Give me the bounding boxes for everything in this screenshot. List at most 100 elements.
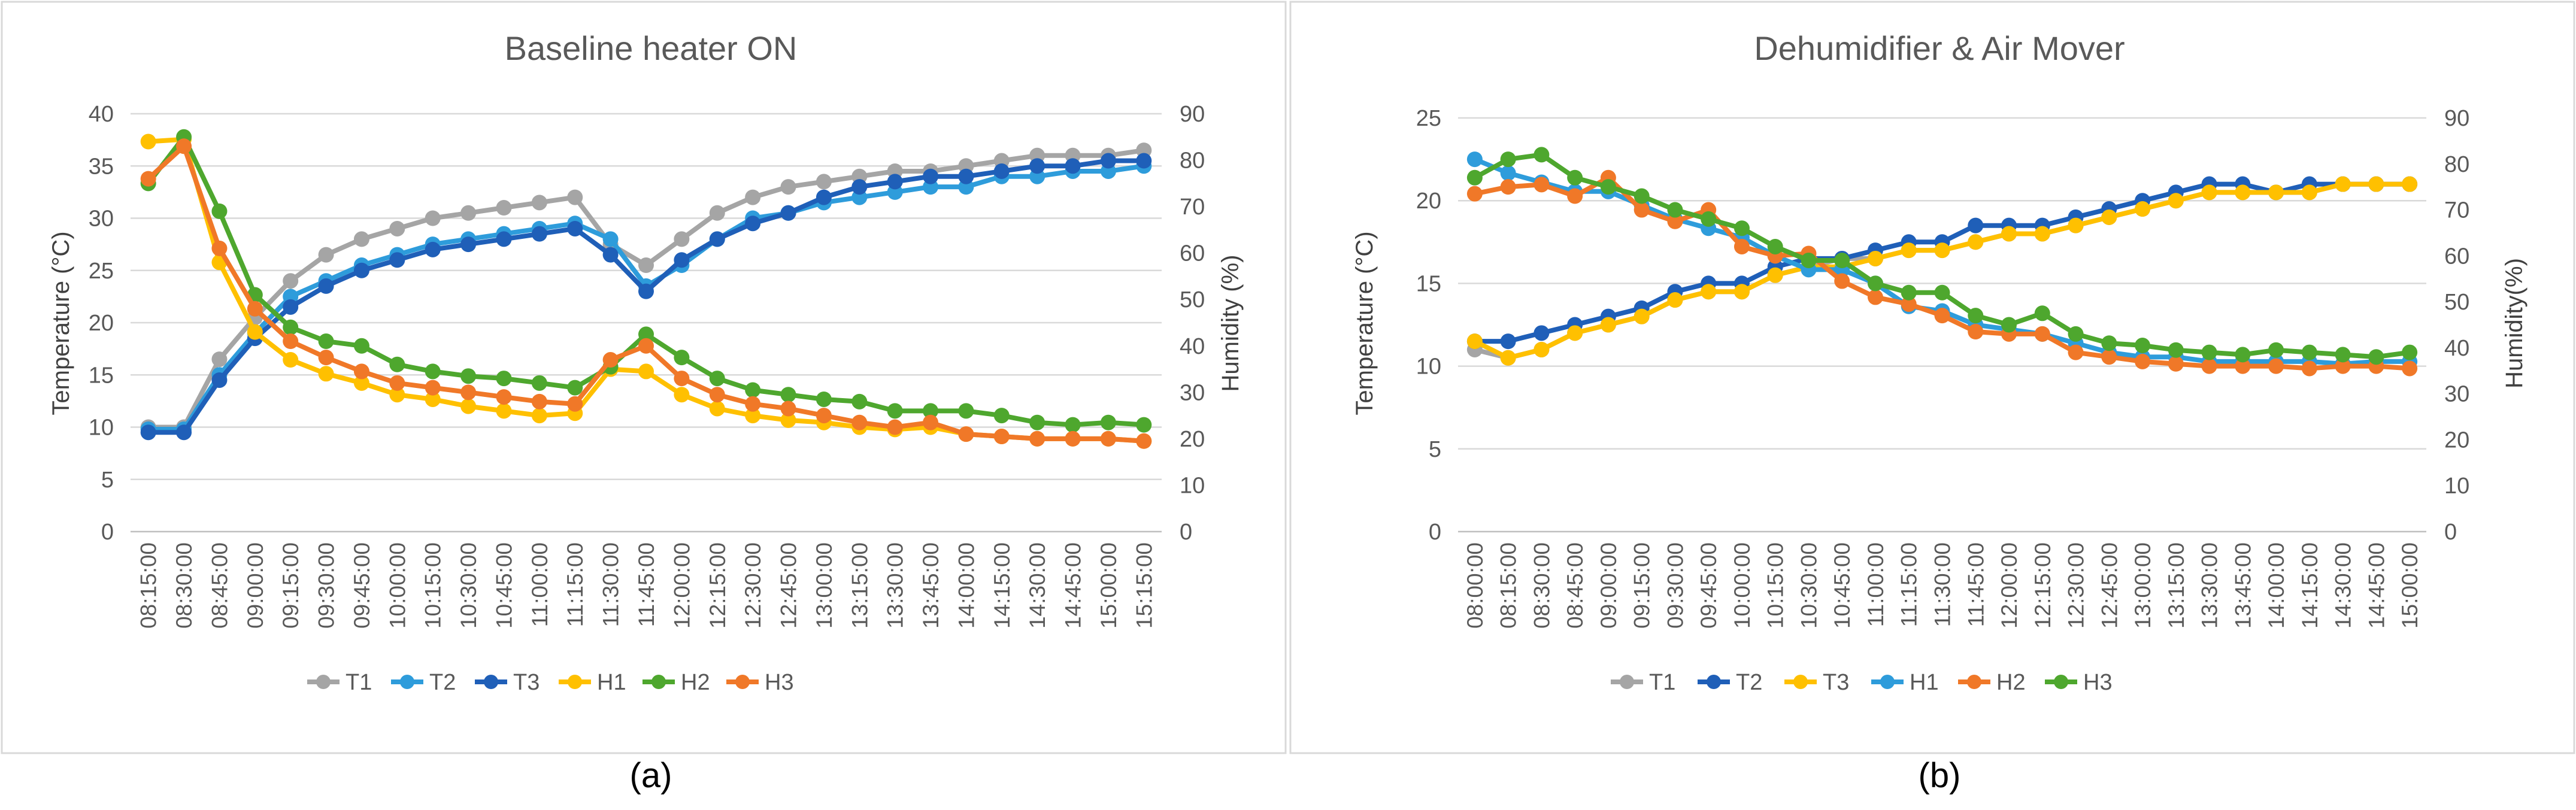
data-point-t3	[2235, 184, 2251, 201]
data-point-t1	[745, 189, 761, 205]
legend-label: H3	[765, 670, 794, 695]
legend-label: H1	[1910, 670, 1939, 695]
y2-tick-label: 10	[2444, 474, 2469, 499]
x-tick-label: 08:45:00	[1563, 542, 1587, 629]
x-tick-label: 09:00:00	[243, 542, 268, 629]
x-tick-label: 12:00:00	[1997, 542, 2022, 629]
legend-label: H2	[1996, 670, 2026, 695]
y-tick-label: 5	[101, 468, 114, 493]
data-point-h3	[2301, 344, 2317, 360]
x-tick-label: 13:00:00	[2130, 542, 2155, 629]
data-point-t1	[389, 220, 405, 236]
data-point-h3	[1500, 151, 1516, 168]
y2-tick-label: 80	[1180, 148, 1205, 174]
x-tick-label: 14:30:00	[2331, 542, 2356, 629]
data-point-h1	[780, 412, 796, 428]
x-tick-label: 10:15:00	[421, 542, 446, 629]
data-point-t3	[1600, 317, 1616, 333]
legend-label: T3	[1823, 670, 1849, 695]
data-point-t3	[709, 231, 725, 247]
x-tick-label: 08:45:00	[207, 542, 232, 629]
data-point-h3	[780, 401, 796, 417]
data-point-t3	[531, 226, 547, 242]
x-tick-label: 10:45:00	[492, 542, 516, 629]
data-point-t3	[318, 278, 334, 294]
data-point-h2	[2402, 360, 2418, 377]
dehumidifier-chart: 0 5 10 15 20 25 0 10 20 30 40 50 60 70 80 90 08:00:00 08:…	[1289, 1, 2575, 795]
legend-item-t2: T2	[391, 670, 456, 695]
data-point-h2	[993, 408, 1010, 424]
data-point-h3	[2335, 347, 2351, 363]
data-point-t3	[2101, 209, 2117, 225]
y2-tick-label: 60	[2444, 244, 2469, 269]
x-tick-label: 13:30:00	[883, 542, 908, 629]
y2-tick-label: 40	[2444, 336, 2469, 361]
x-tick-label: 13:45:00	[2230, 542, 2255, 629]
x-tick-label: 08:15:00	[137, 542, 161, 629]
data-point-h3	[283, 333, 299, 350]
y-tick-label: 30	[89, 207, 114, 232]
data-point-h2	[1734, 238, 1750, 254]
y2-tick-label: 20	[1180, 427, 1205, 452]
x-tick-label: 14:45:00	[1061, 542, 1086, 629]
data-point-h2	[1667, 213, 1683, 229]
data-point-h2	[460, 368, 477, 384]
x-tick-label: 12:30:00	[741, 542, 765, 629]
legend-label: H3	[2083, 670, 2113, 695]
data-point-h2	[816, 391, 832, 407]
legend-swatch-marker	[1620, 675, 1634, 689]
data-point-h2	[1100, 414, 1116, 430]
data-point-h3	[1600, 179, 1616, 195]
data-point-h1	[460, 398, 477, 414]
x-tick-label: 11:00:00	[528, 542, 552, 627]
y-tick-label: 5	[1429, 437, 1441, 462]
data-point-h3	[318, 350, 334, 366]
y2-tick-label: 90	[2444, 106, 2469, 131]
x-tick-label: 09:45:00	[1696, 542, 1721, 629]
data-point-h1	[389, 387, 405, 403]
data-point-h2	[211, 203, 228, 219]
data-point-h3	[353, 363, 369, 380]
data-point-h3	[816, 408, 832, 424]
data-point-t1	[425, 210, 441, 226]
x-tick-label: 14:15:00	[2298, 542, 2322, 629]
data-point-h3	[2101, 335, 2117, 351]
y-tick-label: 10	[89, 415, 114, 441]
data-point-h3	[674, 371, 690, 387]
data-point-h2	[2034, 326, 2050, 342]
data-point-t3	[993, 163, 1010, 179]
data-point-h2	[958, 403, 974, 419]
data-point-h2	[389, 356, 405, 372]
data-point-h3	[602, 352, 619, 368]
data-point-t3	[1136, 153, 1152, 169]
data-point-t3	[176, 424, 192, 441]
data-point-h2	[1500, 179, 1516, 195]
data-point-h3	[2235, 347, 2251, 363]
data-point-h2	[283, 319, 299, 335]
x-tick-label: 12:00:00	[669, 542, 694, 629]
data-point-h2	[2168, 356, 2184, 372]
y-tick-label: 0	[1429, 520, 1441, 545]
data-point-h2	[923, 403, 939, 419]
y-axis-label: Temperature (°C)	[1351, 231, 1378, 415]
data-point-h1	[496, 403, 512, 419]
data-point-t3	[1767, 267, 1783, 283]
x-tick-label: 09:30:00	[1663, 542, 1687, 629]
data-point-t1	[567, 189, 583, 205]
data-point-h2	[1901, 296, 1917, 312]
data-point-h2	[318, 333, 334, 350]
data-point-h2	[638, 326, 654, 342]
data-point-t1	[674, 231, 690, 247]
data-point-h1	[638, 363, 654, 380]
data-point-t3	[460, 236, 477, 253]
data-point-h1	[318, 366, 334, 382]
y2-axis-label: Humidity (%)	[1217, 255, 1244, 392]
panel-label: (b)	[1919, 756, 1961, 795]
x-tick-label: 14:00:00	[954, 542, 978, 629]
data-point-t3	[1100, 153, 1116, 169]
data-point-h3	[531, 393, 547, 409]
data-point-t3	[2335, 176, 2351, 192]
data-point-h2	[780, 387, 796, 403]
data-point-h3	[1634, 188, 1650, 204]
legend-item-t3: T3	[475, 670, 540, 695]
